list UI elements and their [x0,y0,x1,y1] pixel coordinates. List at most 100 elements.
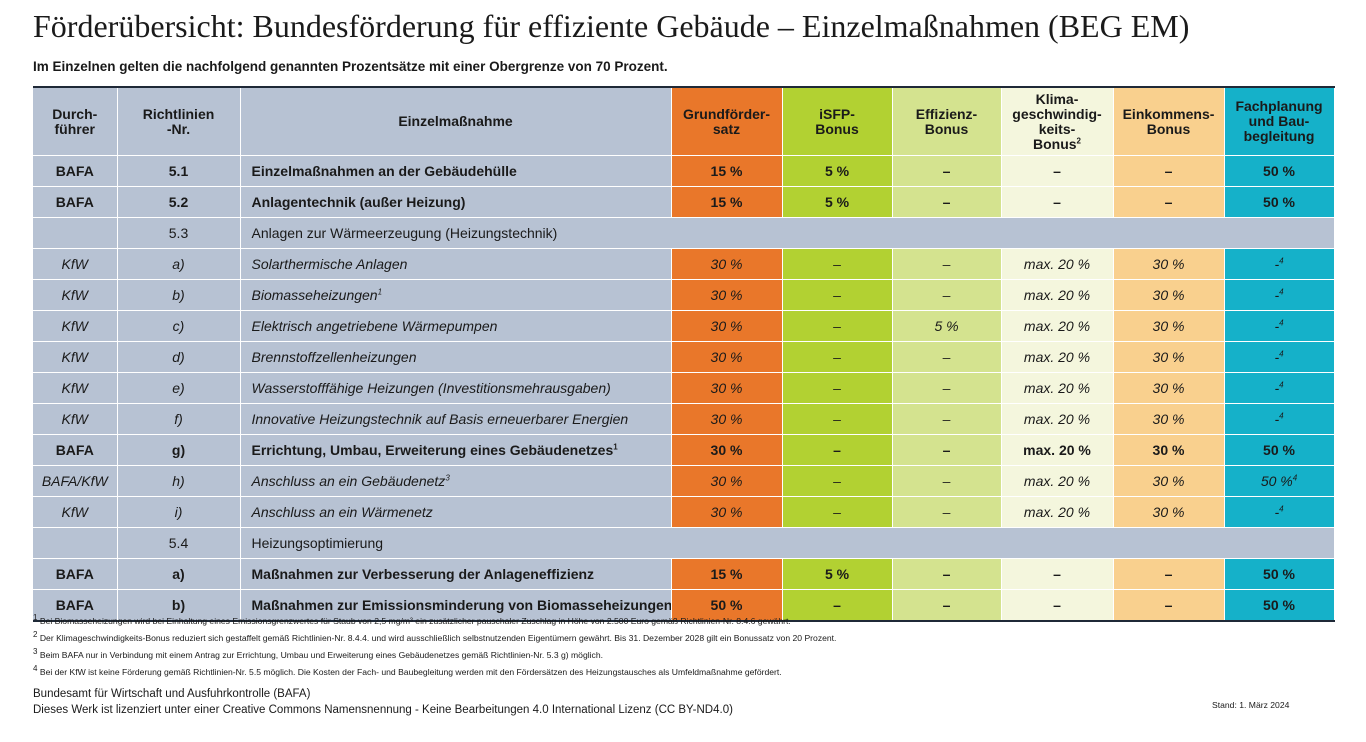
cell-richtlinien-nr: 5.4 [117,527,241,559]
cell-klima-bonus: – [1001,589,1114,622]
cell-einkommens-bonus: 30 % [1113,465,1225,497]
header-einkommens-bonus: Einkommens- Bonus [1113,87,1225,156]
cell-einkommens-bonus: – [1113,589,1225,622]
cell-fachplanung: 50 % [1224,186,1335,218]
table-row: KfW e) Wasserstofffähige Heizungen (Invest… [33,372,1335,404]
cell-richtlinien-nr: a) [117,248,241,280]
footnote-text: Bei Biomasseheizungen wird bei Einhaltun… [37,616,791,626]
cell-isfp-bonus: 5 % [782,155,893,187]
footnote-ref: 1 [377,287,383,297]
table-section-row: 5.3 Anlagen zur Wärmeerzeugung (Heizungst… [33,217,1335,249]
stand-date: Stand: 1. März 2024 [1212,700,1290,710]
cell-effizienz-bonus: – [892,465,1002,497]
cell-grundfoerdersatz: 30 % [671,341,783,373]
footnote-ref: 3 [445,473,450,483]
footnotes: 1 Bei Biomasseheizungen wird bei Einhalt… [33,613,836,681]
table-body: BAFA 5.1 Einzelmaßnahmen an der Gebäudehül… [33,155,1335,622]
cell-isfp-bonus: – [782,496,893,528]
cell-isfp-bonus: – [782,341,893,373]
cell-klima-bonus: max. 20 % [1001,403,1114,435]
cell-einzelmassnahme: Heizungsoptimierung [240,527,1335,559]
cell-fachplanung: -4 [1224,496,1335,528]
footnote-text: Bei der KfW ist keine Förderung gemäß Ri… [37,667,782,677]
cell-grundfoerdersatz: 30 % [671,403,783,435]
cell-effizienz-bonus: – [892,589,1002,622]
cell-fachplanung: -4 [1224,341,1335,373]
footnote-ref: 4 [1279,287,1284,297]
cell-grundfoerdersatz: 30 % [671,310,783,342]
cell-durchfuehrer: KfW [33,341,118,373]
cell-einzelmassnahme: Maßnahmen zur Verbesserung der Anlagenef… [240,558,672,590]
cell-richtlinien-nr: 5.3 [117,217,241,249]
footnote-ref: 4 [1279,318,1284,328]
cell-einzelmassnahme: Anlagentechnik (außer Heizung) [240,186,672,218]
cell-isfp-bonus: – [782,279,893,311]
cell-fachplanung: 50 % [1224,589,1335,622]
cell-fachplanung: -4 [1224,403,1335,435]
header-einzelmassnahme: Einzelmaßnahme [240,87,672,156]
cell-fachplanung: -4 [1224,248,1335,280]
cell-einzelmassnahme: Errichtung, Umbau, Erweiterung eines Geb… [240,434,672,466]
cell-richtlinien-nr: c) [117,310,241,342]
cell-isfp-bonus: – [782,465,893,497]
cell-isfp-bonus: – [782,434,893,466]
cell-fachplanung: 50 % [1224,155,1335,187]
cell-isfp-bonus: – [782,589,893,622]
cell-effizienz-bonus: – [892,341,1002,373]
footnote-text: Beim BAFA nur in Verbindung mit einem An… [37,650,604,660]
table-row: BAFA g) Errichtung, Umbau, Erweiterung ein… [33,434,1335,466]
cell-richtlinien-nr: b) [117,279,241,311]
table-row: BAFA 5.1 Einzelmaßnahmen an der Gebäudehül… [33,155,1335,187]
cell-einkommens-bonus: 30 % [1113,341,1225,373]
footnote-item: 1 Bei Biomasseheizungen wird bei Einhalt… [33,613,836,630]
cell-isfp-bonus: – [782,248,893,280]
cell-grundfoerdersatz: 30 % [671,496,783,528]
cell-richtlinien-nr: b) [117,589,241,622]
cell-durchfuehrer: BAFA [33,155,118,187]
cell-grundfoerdersatz: 30 % [671,465,783,497]
table-row: KfW d) Brennstoffzellenheizungen 30 % – – max.… [33,341,1335,373]
cell-durchfuehrer: KfW [33,279,118,311]
cell-durchfuehrer: KfW [33,372,118,404]
cell-klima-bonus: max. 20 % [1001,341,1114,373]
header-richtlinien-nr: Richtlinien -Nr. [117,87,241,156]
footnote-ref: 4 [1279,349,1284,359]
cell-einzelmassnahme: Innovative Heizungstechnik auf Basis ern… [240,403,672,435]
cell-klima-bonus: max. 20 % [1001,372,1114,404]
cell-klima-bonus: – [1001,186,1114,218]
cell-effizienz-bonus: – [892,372,1002,404]
cell-grundfoerdersatz: 50 % [671,589,783,622]
cell-einzelmassnahme: Anschluss an ein Wärmenetz [240,496,672,528]
cell-richtlinien-nr: 5.1 [117,155,241,187]
cell-richtlinien-nr: i) [117,496,241,528]
cell-einzelmassnahme: Maßnahmen zur Emissionsminderung von Bio… [240,589,672,622]
cell-effizienz-bonus: – [892,155,1002,187]
footnote-ref: 4 [1279,380,1284,390]
footnote-number: 4 [33,664,38,674]
footnote-ref: 1 [613,442,618,452]
table-row: KfW f) Innovative Heizungstechnik auf Basi… [33,403,1335,435]
cell-einzelmassnahme: Solarthermische Anlagen [240,248,672,280]
footnote-item: 3 Beim BAFA nur in Verbindung mit einem … [33,647,836,664]
cell-klima-bonus: – [1001,155,1114,187]
cell-einkommens-bonus: – [1113,155,1225,187]
cell-einzelmassnahme: Anschluss an ein Gebäudenetz3 [240,465,672,497]
footnote-number: 3 [33,647,38,657]
cell-grundfoerdersatz: 15 % [671,558,783,590]
footnote-number: 1 [33,613,38,623]
cell-einkommens-bonus: 30 % [1113,279,1225,311]
cell-grundfoerdersatz: 30 % [671,434,783,466]
cell-grundfoerdersatz: 15 % [671,186,783,218]
header-fachplanung: Fachplanung und Bau-begleitung [1224,87,1335,156]
table-section-row: 5.4 Heizungsoptimierung [33,527,1335,559]
cell-fachplanung: -4 [1224,279,1335,311]
cell-effizienz-bonus: – [892,403,1002,435]
header-durchfuehrer: Durch-führer [33,87,118,156]
table-row: KfW b) Biomasseheizungen1 30 % – – max. 20 % 30… [33,279,1335,311]
header-effizienz-bonus: Effizienz- Bonus [892,87,1002,156]
source-license: Dieses Werk ist lizenziert unter einer C… [33,704,733,716]
cell-durchfuehrer [33,217,118,249]
cell-einkommens-bonus: 30 % [1113,248,1225,280]
footnote-ref: 2 [1076,135,1081,145]
cell-richtlinien-nr: 5.2 [117,186,241,218]
